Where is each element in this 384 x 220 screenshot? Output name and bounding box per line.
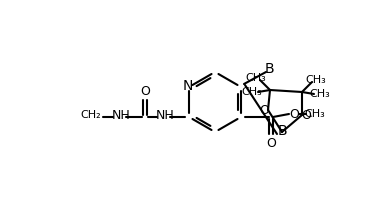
Text: B: B [264,62,274,76]
Text: NH: NH [156,108,174,121]
Text: CH₃: CH₃ [310,89,330,99]
Text: O: O [259,103,269,117]
Text: O: O [140,84,150,97]
Text: B: B [277,124,287,138]
Text: O: O [266,136,276,150]
Text: NH: NH [112,108,131,121]
Text: CH₃: CH₃ [305,109,325,119]
Text: CH₃: CH₃ [246,73,266,83]
Text: N: N [183,79,193,93]
Text: CH₃: CH₃ [306,75,326,85]
Text: CH₂: CH₂ [81,110,101,120]
Text: O: O [289,108,299,121]
Text: CH₃: CH₃ [242,87,262,97]
Text: O: O [301,108,311,121]
